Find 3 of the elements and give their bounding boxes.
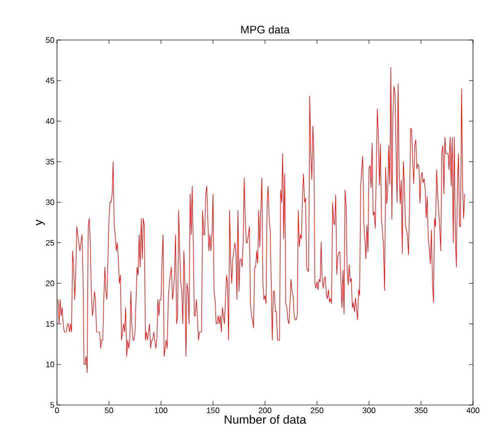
chart-title: MPG data bbox=[241, 25, 290, 34]
y-axis-title: y bbox=[36, 220, 45, 226]
x-axis-title: Number of data bbox=[224, 415, 306, 424]
